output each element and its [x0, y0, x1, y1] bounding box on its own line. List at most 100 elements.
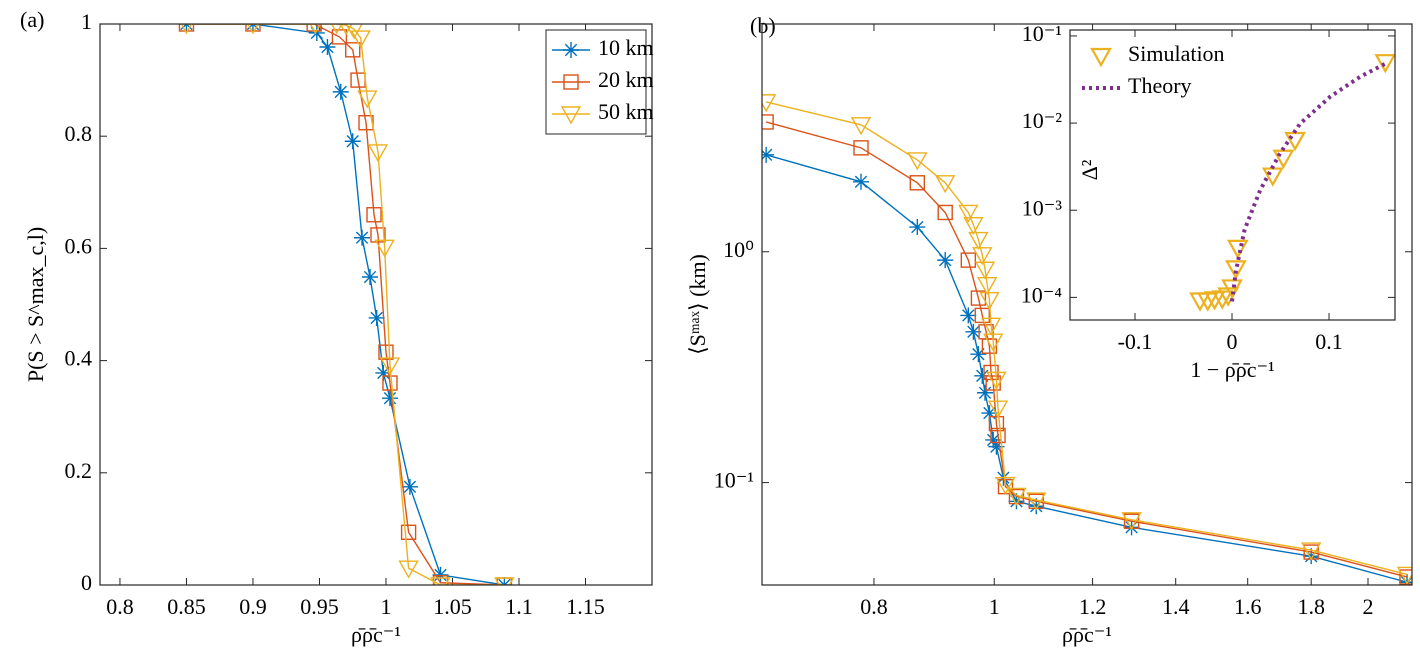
marker: [979, 291, 1000, 311]
marker: [398, 560, 419, 579]
marker: [1221, 279, 1243, 299]
marker: [1226, 239, 1249, 260]
marker: [178, 24, 195, 32]
marker: [970, 290, 987, 306]
marker: [987, 400, 1009, 419]
panel-label: (b): [750, 13, 776, 38]
y-tick-label: 0: [81, 570, 92, 595]
marker: [1211, 290, 1234, 310]
series-line: [1230, 61, 1387, 302]
marker: [986, 371, 1007, 390]
x-tick-label: 0.95: [300, 594, 339, 619]
marker: [935, 175, 956, 194]
marker: [995, 476, 1016, 496]
y-tick-label: 10⁻¹: [1022, 21, 1062, 46]
y-tick-label: 10⁻⁴: [1021, 282, 1063, 307]
marker: [362, 269, 379, 286]
frame: [1069, 29, 1396, 321]
marker: [970, 346, 987, 363]
legend-label: 20 km: [598, 67, 654, 92]
marker: [958, 204, 979, 223]
plot: [178, 24, 515, 585]
panel: -0.1 0 0.1 10⁻⁴ 10⁻³ 10⁻² 10⁻¹ 1 − ρ̄ρ̄c⁻¹ Δ² Sim…: [1021, 21, 1396, 382]
marker: [988, 415, 1005, 432]
x-tick-label: 2: [1363, 594, 1374, 619]
marker: [308, 24, 325, 41]
y-axis-label: P(S > S^max_c,l): [23, 227, 48, 382]
x-tick-label: 1: [380, 594, 391, 619]
panel: (a) 0.8 0.85 0.9 0.95 1 1.05 1.1 1.15 0 0.2 0.4 0.6 0…: [20, 7, 654, 647]
marker: [1196, 292, 1219, 312]
marker: [1303, 548, 1320, 565]
marker: [960, 252, 977, 268]
marker: [977, 384, 994, 401]
series-line: [186, 24, 505, 585]
y-tick-label: 0.4: [65, 346, 93, 371]
y-tick-label: 1: [81, 9, 92, 34]
marker: [972, 247, 993, 266]
legend-label: 50 km: [598, 99, 654, 124]
plot: [1189, 54, 1395, 312]
marker: [400, 524, 417, 540]
x-tick-label: 1.2: [1079, 594, 1107, 619]
legend-label: Theory: [1128, 73, 1192, 98]
marker: [974, 307, 990, 324]
y-tick-label: 0.2: [65, 458, 93, 483]
marker: [988, 438, 1005, 455]
marker: [381, 390, 398, 407]
x-tick-label: 0.8: [106, 594, 134, 619]
marker: [401, 478, 418, 495]
marker: [367, 144, 389, 163]
marker: [1026, 492, 1047, 511]
marker: [366, 207, 382, 223]
marker: [339, 24, 353, 36]
x-axis-label: ρ̄ρ̄c⁻¹: [351, 622, 401, 647]
marker: [1008, 493, 1025, 510]
marker: [1301, 542, 1322, 561]
marker: [1374, 54, 1395, 74]
x-tick-label: -0.1: [1118, 329, 1153, 354]
x-tick-label: 1.15: [566, 594, 605, 619]
plot-area: [1070, 30, 1395, 320]
y-axis-label: ⟨Sᵐᵃˣ⟩ (km): [685, 254, 710, 355]
marker: [563, 42, 579, 58]
x-tick-label: 0: [1227, 329, 1238, 354]
marker: [378, 344, 394, 360]
marker: [344, 133, 361, 150]
marker: [494, 577, 515, 585]
x-tick-label: 0.8: [860, 594, 888, 619]
marker: [432, 566, 449, 583]
marker: [965, 323, 982, 340]
x-tick-label: 0.9: [239, 594, 267, 619]
marker: [358, 115, 374, 131]
marker: [853, 140, 869, 156]
marker: [382, 375, 398, 391]
marker: [762, 94, 777, 113]
marker: [319, 39, 336, 56]
marker: [990, 427, 1006, 444]
marker: [850, 117, 872, 136]
x-tick-label: 1.1: [505, 594, 533, 619]
marker: [331, 29, 348, 45]
marker: [1090, 47, 1112, 68]
marker: [345, 42, 361, 58]
series-line: [186, 24, 505, 585]
panel-label: (a): [20, 7, 44, 32]
x-tick-label: 0.1: [1315, 329, 1343, 354]
marker: [247, 24, 259, 35]
marker: [180, 24, 193, 35]
marker: [909, 175, 926, 191]
legend-label: 10 km: [598, 35, 654, 60]
y-tick-label: 10⁻³: [1022, 195, 1063, 220]
x-tick-label: 1: [989, 594, 1000, 619]
y-axis-label: Δ²: [1077, 159, 1102, 180]
marker: [909, 219, 926, 236]
marker: [1006, 487, 1027, 506]
marker: [974, 261, 996, 280]
marker: [1121, 512, 1142, 531]
marker: [357, 90, 378, 109]
marker: [379, 357, 401, 376]
marker: [1028, 498, 1045, 515]
marker: [560, 106, 582, 125]
